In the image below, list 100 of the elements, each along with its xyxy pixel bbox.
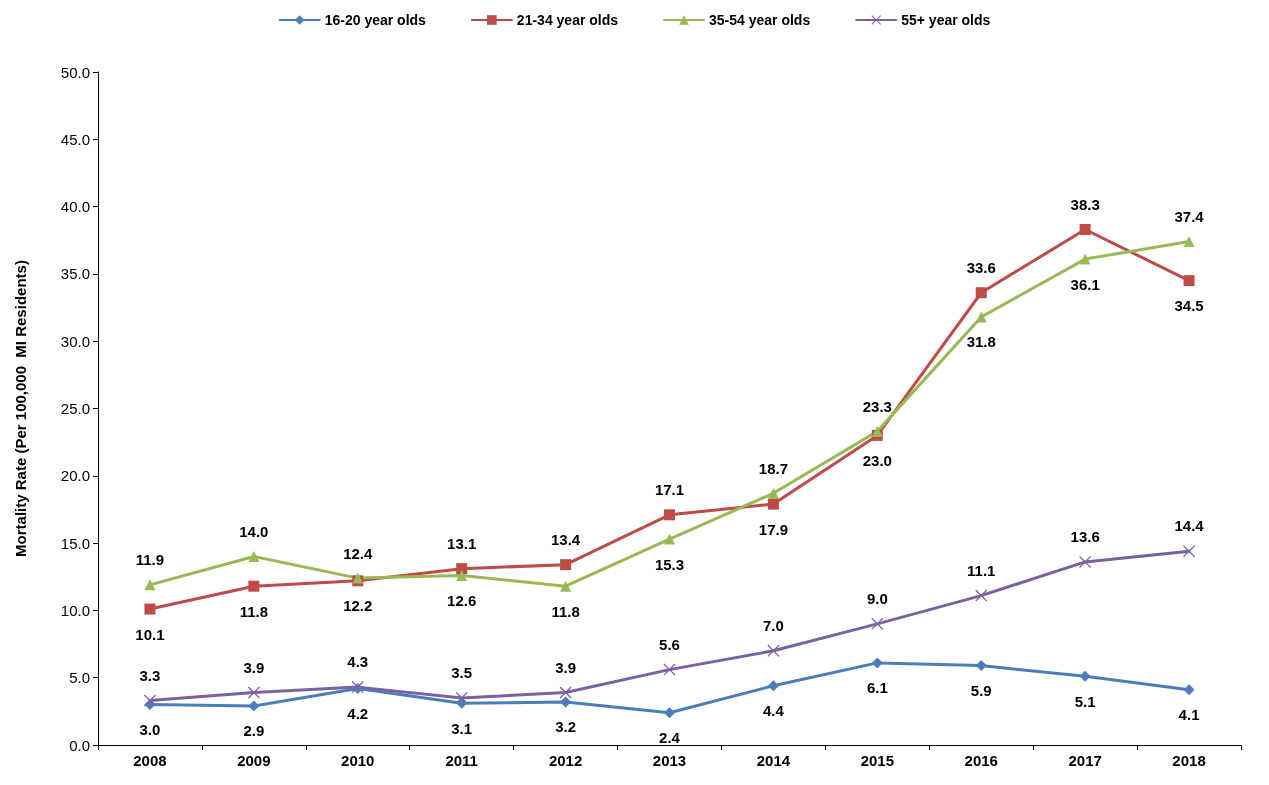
y-tick-label: 25.0 xyxy=(60,400,90,417)
point xyxy=(1079,253,1091,265)
data-label: 13.4 xyxy=(550,531,581,549)
data-label: 12.6 xyxy=(447,591,477,609)
y-tick-label: 0.0 xyxy=(69,736,90,754)
legend-label: 16-20 year olds xyxy=(324,12,427,28)
data-label: 2.9 xyxy=(243,722,265,740)
legend-label: 55+ year olds xyxy=(901,12,991,28)
data-label: 5.1 xyxy=(1074,692,1096,710)
data-label: 17.9 xyxy=(758,520,789,538)
data-label: 12.4 xyxy=(343,544,374,562)
x-tick-label: 2010 xyxy=(341,752,375,769)
point xyxy=(560,559,572,571)
y-tick-label: 30.0 xyxy=(60,332,90,350)
data-label: 33.6 xyxy=(966,259,996,277)
point xyxy=(767,644,780,657)
y-tick-label: 5.0 xyxy=(69,669,90,687)
x-tick-label: 2013 xyxy=(652,752,687,769)
data-label: 5.6 xyxy=(659,635,680,653)
point xyxy=(247,686,260,699)
point xyxy=(456,569,468,581)
data-label: 3.2 xyxy=(555,718,577,736)
data-label: 34.5 xyxy=(1174,297,1204,315)
point xyxy=(144,579,156,591)
data-label: 11.1 xyxy=(967,561,996,579)
point xyxy=(456,563,468,575)
x-tick-label: 2018 xyxy=(1172,752,1206,769)
data-label: 36.1 xyxy=(1070,275,1100,293)
y-tick-label: 40.0 xyxy=(60,198,90,216)
data-label: 3.0 xyxy=(139,721,161,739)
data-label: 4.4 xyxy=(762,702,785,720)
y-tick-label: 20.0 xyxy=(60,467,90,485)
data-label: 11.9 xyxy=(135,551,165,569)
point xyxy=(767,498,779,510)
y-tick-label: 10.0 xyxy=(60,601,90,619)
data-label: 14.0 xyxy=(239,523,269,541)
data-label: 23.0 xyxy=(862,451,892,469)
point xyxy=(664,533,675,545)
point xyxy=(767,487,779,499)
data-label: 2.4 xyxy=(659,729,681,747)
x-tick-label: 2015 xyxy=(860,752,895,769)
y-tick-label: 50.0 xyxy=(60,63,90,81)
point xyxy=(1079,670,1091,682)
data-label: 3.3 xyxy=(139,666,161,684)
point xyxy=(560,580,572,592)
point xyxy=(248,700,260,712)
point xyxy=(975,589,988,602)
point xyxy=(975,287,987,299)
point xyxy=(144,603,156,615)
point xyxy=(871,657,883,669)
data-label: 5.9 xyxy=(970,682,992,700)
data-label: 3.9 xyxy=(555,658,577,676)
data-label: 17.1 xyxy=(654,481,685,499)
point xyxy=(143,694,156,707)
data-label: 4.1 xyxy=(1178,706,1200,724)
legend-label: 21-34 year olds xyxy=(516,12,619,28)
point xyxy=(248,580,260,592)
data-label: 3.1 xyxy=(451,719,473,737)
y-tick-label: 45.0 xyxy=(60,130,90,148)
x-tick-label: 2014 xyxy=(756,752,791,769)
data-label: 11.8 xyxy=(239,602,269,620)
data-label: 9.0 xyxy=(866,589,888,607)
x-tick-label: 2011 xyxy=(445,752,478,769)
data-label: 13.1 xyxy=(447,535,477,553)
data-label: 18.7 xyxy=(758,459,789,477)
data-label: 37.4 xyxy=(1174,208,1205,226)
point xyxy=(767,680,779,692)
x-tick-label: 2009 xyxy=(237,752,271,769)
data-label: 31.8 xyxy=(966,333,996,351)
data-label: 15.3 xyxy=(654,555,685,573)
y-tick-label: 15.0 xyxy=(60,534,90,552)
point xyxy=(1183,275,1195,287)
x-tick-label: 2008 xyxy=(133,752,167,769)
legend-label: 35-54 year olds xyxy=(709,12,811,28)
data-label: 38.3 xyxy=(1070,195,1100,213)
data-label: 10.1 xyxy=(135,625,165,643)
point xyxy=(975,660,987,672)
data-label: 4.3 xyxy=(347,653,369,671)
point xyxy=(248,551,260,563)
x-tick-label: 2016 xyxy=(964,752,998,769)
x-tick-label: 2012 xyxy=(548,752,583,769)
data-label: 23.3 xyxy=(862,397,892,415)
point xyxy=(871,425,883,437)
point xyxy=(1183,545,1196,558)
point xyxy=(1183,684,1195,696)
data-label: 7.0 xyxy=(762,616,784,634)
data-label: 3.5 xyxy=(451,663,473,681)
point xyxy=(1079,223,1091,235)
data-label: 3.9 xyxy=(243,658,265,676)
point xyxy=(455,691,468,704)
point xyxy=(664,509,675,521)
point xyxy=(1183,236,1195,248)
data-label: 6.1 xyxy=(866,679,888,697)
data-label: 13.6 xyxy=(1070,527,1100,545)
y-axis-title: Mortality Rate (Per 100,000 MI Residents) xyxy=(12,260,29,557)
point xyxy=(664,707,675,719)
data-label: 12.2 xyxy=(343,597,373,615)
point xyxy=(871,617,884,630)
data-label: 14.4 xyxy=(1174,517,1205,535)
x-tick-label: 2017 xyxy=(1068,752,1102,769)
